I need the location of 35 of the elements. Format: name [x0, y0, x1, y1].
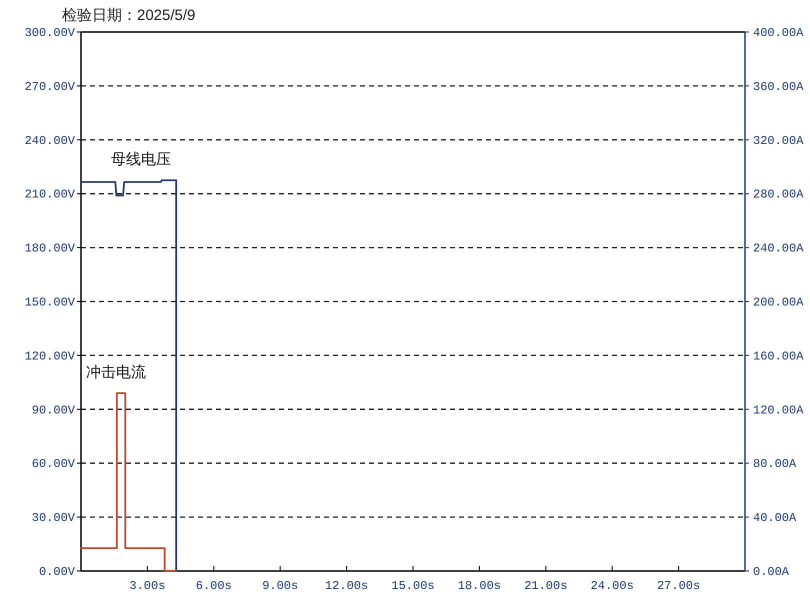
y-tick-label: 300.00V	[24, 26, 76, 40]
line-series	[80, 179, 178, 572]
y2-tick-label: 320.00A	[753, 134, 804, 148]
y-tick-label: 180.00V	[24, 242, 76, 256]
y-tick-label: 240.00V	[24, 134, 76, 148]
y-tick-label: 210.00V	[24, 188, 76, 202]
series-label: 冲击电流	[86, 364, 146, 382]
y-tick-label: 120.00V	[24, 349, 76, 364]
y2-tick-label: 40.00A	[753, 511, 798, 526]
y2-tick-label: 200.00A	[753, 296, 804, 310]
x-tick-label: 15.00s	[391, 579, 435, 593]
y2-tick-label: 120.00A	[753, 403, 804, 418]
y-tick-label: 270.00V	[24, 80, 76, 94]
y2-tick-label: 400.00A	[753, 26, 804, 40]
y2-tick-label: 280.00A	[753, 188, 804, 202]
x-tick-label: 27.00s	[656, 579, 700, 593]
y2-tick-label: 360.00A	[753, 80, 804, 94]
x-tick-label: 12.00s	[324, 579, 368, 593]
y-tick-label: 30.00V	[32, 511, 76, 526]
y2-tick-label: 160.00A	[753, 349, 804, 364]
x-tick-label: 9.00s	[262, 579, 298, 593]
x-tick-label: 3.00s	[129, 579, 166, 593]
x-tick-label: 18.00s	[458, 579, 502, 593]
series-label: 母线电压	[111, 151, 171, 168]
y-tick-label: 0.00V	[38, 565, 76, 579]
y2-tick-label: 240.00A	[753, 242, 804, 256]
y-tick-label: 60.00V	[32, 457, 76, 472]
y2-tick-label: 80.00A	[753, 457, 798, 472]
chart-title: 检验日期：2025/5/9	[62, 7, 196, 24]
x-tick-label: 6.00s	[196, 579, 232, 593]
y-tick-label: 150.00V	[24, 296, 76, 310]
x-tick-label: 24.00s	[590, 579, 634, 593]
y-tick-label: 90.00V	[32, 403, 76, 418]
x-tick-label: 21.00s	[524, 579, 568, 593]
y2-tick-label: 0.00A	[753, 565, 790, 579]
